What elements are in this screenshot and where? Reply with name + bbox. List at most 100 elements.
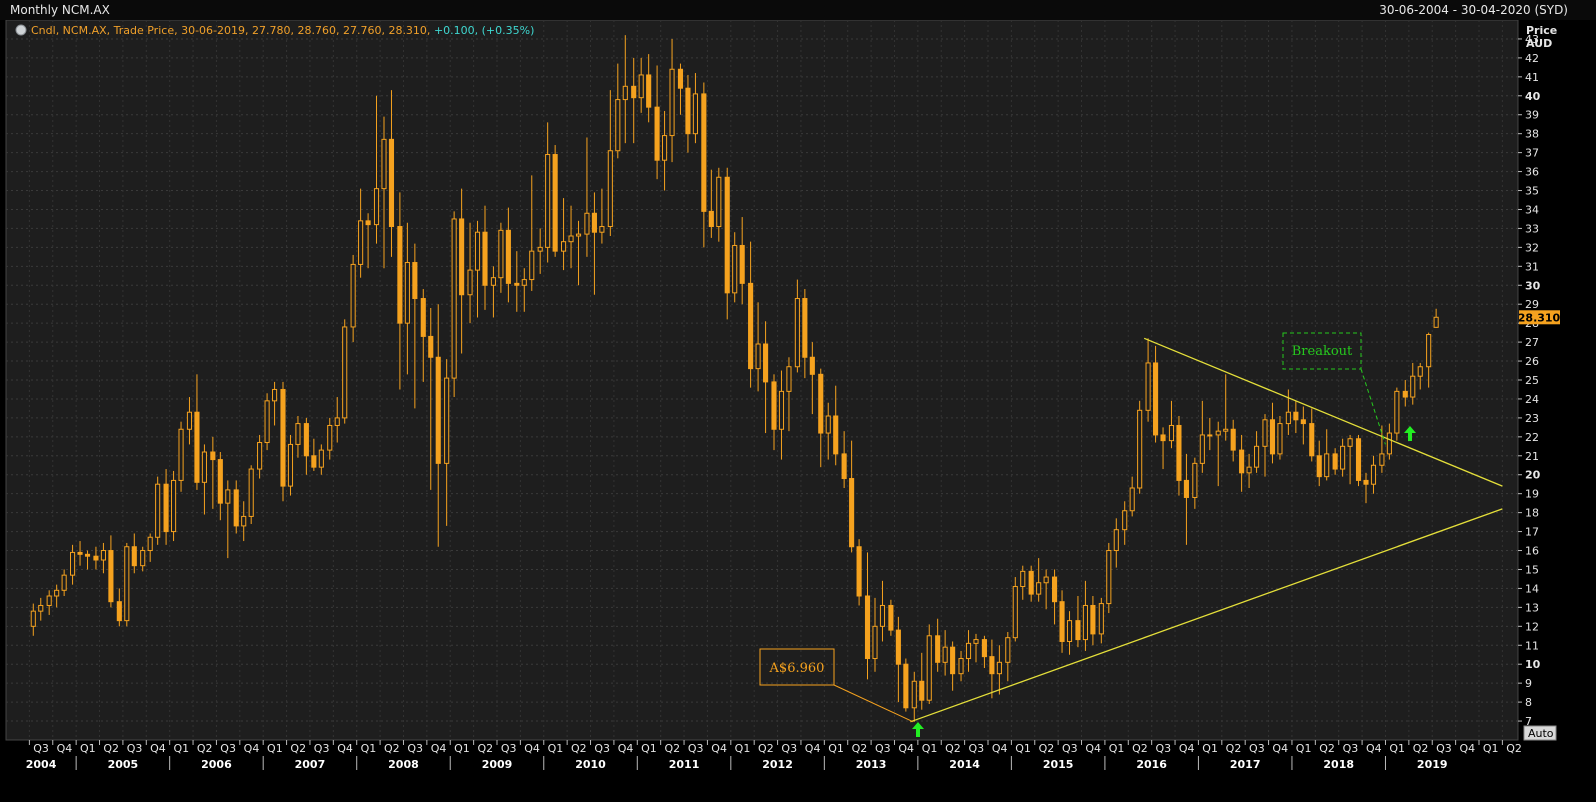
y-tick-label: 31: [1525, 260, 1539, 273]
quarter-label: Q4: [1179, 742, 1195, 755]
quarter-label: Q2: [945, 742, 961, 755]
year-label: 2012: [762, 758, 793, 771]
candle-body: [420, 298, 426, 337]
candle-body: [841, 453, 847, 480]
up-arrow-icon: [1404, 426, 1416, 441]
candle-body: [856, 546, 862, 597]
candles: [30, 35, 1439, 722]
low-price-box: [759, 648, 835, 686]
candle-body: [879, 604, 886, 627]
y-tick-label: 40: [1525, 90, 1541, 103]
candle-body: [631, 85, 637, 99]
candle-body: [1207, 434, 1213, 437]
candle-body: [505, 229, 511, 284]
candle-body: [61, 574, 67, 591]
candle-body: [1145, 362, 1151, 411]
candle-body: [264, 400, 270, 444]
y-tick-label: 11: [1525, 639, 1539, 652]
quarter-label: Q1: [1483, 742, 1499, 755]
candle-body: [935, 635, 941, 663]
legend-change-text: +0.100, (+0.35%): [434, 24, 534, 37]
quarter-label: Q3: [127, 742, 143, 755]
candle-body: [677, 68, 684, 89]
quarter-label: Q4: [711, 742, 727, 755]
year-label: 2010: [575, 758, 606, 771]
candle-body: [350, 263, 356, 328]
legend-icon[interactable]: [15, 24, 27, 36]
candle-body: [1340, 445, 1346, 470]
breakout-label: Breakout: [1292, 344, 1353, 359]
quarter-label: Q2: [477, 742, 493, 755]
quarter-label: Q1: [1109, 742, 1125, 755]
quarter-label: Q1: [174, 742, 190, 755]
breakout-leader: [1360, 368, 1386, 445]
trendline: [1143, 337, 1503, 487]
candle-body: [1324, 453, 1330, 478]
candle-body: [638, 74, 644, 99]
candle-body: [1426, 334, 1432, 368]
year-label: 2008: [388, 758, 419, 771]
candle-body: [1347, 438, 1353, 447]
quarter-label: Q2: [1226, 742, 1242, 755]
y-tick-label: 32: [1525, 241, 1539, 254]
candle-body: [93, 555, 99, 561]
candle-body: [1277, 423, 1283, 455]
y-tick-label: 10: [1525, 658, 1541, 671]
candle-body: [996, 661, 1002, 675]
candle-body: [1309, 423, 1315, 457]
candle-body: [763, 343, 769, 383]
candle-body: [1332, 453, 1338, 470]
candle-body: [70, 551, 76, 576]
candle-body: [435, 356, 441, 464]
candle-body: [498, 229, 504, 279]
candle-body: [794, 298, 800, 368]
candle-body: [248, 468, 254, 517]
quarter-label: Q3: [968, 742, 984, 755]
year-label: 2015: [1043, 758, 1074, 771]
candle-body: [201, 451, 207, 483]
candle-body: [1262, 419, 1268, 447]
quarter-label: Q3: [1343, 742, 1359, 755]
candle-body: [451, 218, 457, 379]
quarter-label: Q2: [1132, 742, 1148, 755]
candle-body: [849, 478, 855, 548]
candle-body: [303, 423, 309, 457]
quarter-label: Q1: [361, 742, 377, 755]
candle-body: [116, 601, 122, 622]
y-tick-label: 9: [1525, 677, 1532, 690]
candle-body: [342, 326, 348, 419]
quarter-label: Q1: [548, 742, 564, 755]
candle-body: [607, 150, 613, 228]
candle-body: [716, 176, 722, 228]
candle-body: [748, 282, 754, 370]
candle-body: [919, 680, 925, 701]
year-label: 2011: [669, 758, 700, 771]
quarter-label: Q1: [80, 742, 96, 755]
candle-body: [872, 625, 878, 660]
y-tick-label: 38: [1525, 128, 1539, 141]
year-label: 2017: [1230, 758, 1261, 771]
candle-body: [1300, 419, 1306, 425]
candle-body: [561, 241, 567, 252]
quarter-label: Q4: [618, 742, 634, 755]
candle-body: [778, 390, 785, 430]
y-tick-label: 16: [1525, 545, 1539, 558]
candle-body: [575, 233, 582, 237]
quarter-label: Q3: [1249, 742, 1265, 755]
quarter-label: Q1: [641, 742, 657, 755]
auto-scale-button[interactable]: Auto: [1523, 725, 1557, 741]
candle-body: [755, 343, 761, 370]
candle-body: [646, 74, 652, 108]
candle-body: [186, 411, 193, 430]
quarter-label: Q1: [1389, 742, 1405, 755]
quarter-label: Q1: [922, 742, 938, 755]
year-label: 2006: [201, 758, 232, 771]
candle-body: [888, 604, 894, 631]
quarter-label: Q2: [1039, 742, 1055, 755]
candle-body: [131, 546, 137, 567]
quarter-label: Q3: [314, 742, 330, 755]
candle-body: [210, 451, 216, 461]
quarter-label: Q4: [150, 742, 166, 755]
auto-scale-label[interactable]: Auto: [1528, 727, 1554, 740]
candle-body: [1122, 510, 1128, 531]
